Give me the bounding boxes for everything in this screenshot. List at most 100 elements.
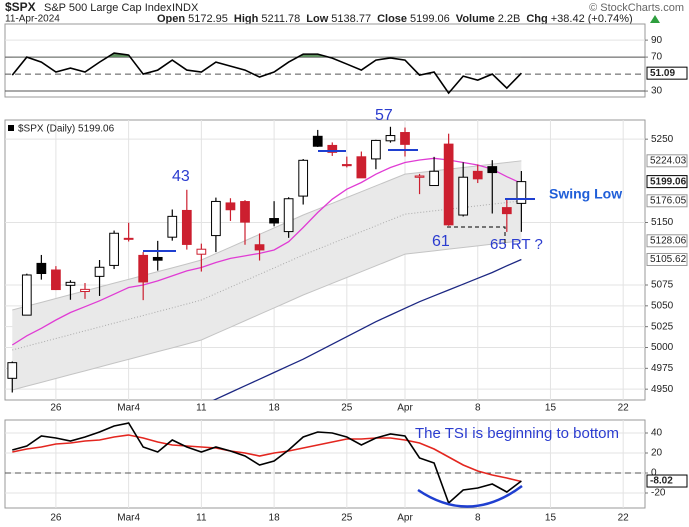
legend-text: $SPX (Daily) 5199.06 (18, 124, 115, 135)
y-tick-label: 30 (651, 86, 663, 97)
x-tick-label: 18 (269, 513, 281, 524)
stat-value: 5138.77 (331, 13, 371, 25)
candle-body (269, 218, 279, 224)
candle-body (429, 170, 439, 187)
value-box (646, 175, 688, 189)
value-box-label: 5199.06 (650, 176, 687, 187)
stat-label: Close (377, 13, 407, 25)
dashed-guide (447, 226, 506, 245)
candle-body (7, 362, 18, 379)
candle-body (123, 237, 134, 240)
y-tick-label: -20 (651, 488, 666, 499)
candle-body (487, 166, 498, 174)
candle-body (167, 215, 178, 238)
candle-body (472, 170, 483, 180)
candle-body (458, 176, 469, 216)
stats: Open 5172.95 High 5211.78 Low 5138.77 Close 519… (157, 13, 633, 25)
stat-label: Low (306, 13, 328, 25)
y-tick-label: 4975 (651, 363, 674, 374)
stat-label: High (234, 13, 259, 25)
candle-body (341, 164, 352, 167)
stat-value: 5172.95 (188, 13, 228, 25)
value-box-label: -8.02 (650, 476, 673, 487)
legend-swatch (8, 125, 14, 131)
candle-body (312, 135, 323, 147)
candle-body (283, 198, 294, 233)
moving-average (11, 157, 522, 346)
stat-label: Volume (456, 13, 495, 25)
annotations: 43 57 61 65 RT ? Swing Low The TSI is be… (143, 107, 622, 508)
x-tick-label: 18 (269, 403, 281, 414)
candle-body (181, 209, 192, 245)
y-tick-label: 5025 (651, 321, 674, 332)
x-tick-label: 26 (50, 403, 62, 414)
value-box-label: 5176.05 (650, 195, 687, 206)
annotation: 43 (172, 168, 190, 185)
value-box (646, 252, 688, 266)
stat-value: +38.42 (+0.74%) (551, 13, 633, 25)
x-tick-label: 25 (341, 513, 353, 524)
overbought-area (12, 53, 522, 58)
plot-area (5, 120, 645, 400)
value-box-label: 51.09 (650, 68, 675, 79)
annotation: 57 (375, 107, 393, 124)
candle-body (80, 288, 90, 293)
candle-body (109, 232, 119, 266)
candle-body (36, 262, 47, 274)
annotation: 61 (432, 233, 450, 250)
date: 11-Apr-2024 (5, 14, 60, 25)
candle-body (298, 159, 309, 197)
header: $SPX S&P 500 Large Cap Index INDX © Stoc… (5, 0, 684, 25)
candle-body (211, 200, 221, 237)
x-tick-label: 22 (618, 403, 630, 414)
candle-body (516, 181, 527, 204)
symbol: $SPX (5, 0, 36, 14)
annotation: Swing Low (549, 186, 622, 202)
annotation: The TSI is beginning to bottom (415, 425, 619, 442)
exchange: INDX (172, 2, 199, 14)
candle-body (501, 207, 512, 215)
candle-body (152, 256, 163, 261)
candle-body (94, 266, 105, 277)
legend: $SPX (Daily) 5199.06 (8, 124, 115, 135)
value-box-label: 5128.06 (650, 235, 687, 246)
candle-body (356, 156, 367, 179)
x-tick-label: 26 (50, 513, 62, 524)
index-name: S&P 500 Large Cap Index (44, 2, 172, 14)
x-tick-label: 22 (618, 513, 630, 524)
candle-body (371, 139, 381, 160)
candle-body (400, 132, 410, 145)
y-tick-label: 0 (651, 468, 657, 479)
value-box-label: 5224.03 (650, 155, 687, 166)
annotation: 65 RT ? (490, 236, 543, 253)
y-tick-label: 90 (651, 35, 663, 46)
x-tick-label: Mar4 (117, 403, 140, 414)
y-tick-label: 40 (651, 428, 663, 439)
x-tick-label: 15 (545, 513, 557, 524)
y-tick-label: 5075 (651, 280, 674, 291)
band-upper (12, 160, 522, 311)
candle-body (443, 143, 454, 226)
value-box (646, 154, 688, 168)
plot-area (5, 39, 645, 95)
value-box-label: 5105.62 (650, 254, 687, 265)
candle-body (138, 254, 149, 283)
candle-body (240, 201, 250, 223)
stat-label: Chg (526, 13, 547, 25)
plot-area (5, 420, 645, 508)
candle-body (51, 269, 61, 291)
band-lower (12, 240, 522, 391)
value-box (646, 66, 688, 80)
x-tick-label: 11 (196, 403, 207, 414)
value-box (646, 234, 688, 248)
series-line (11, 52, 522, 95)
candle-body (65, 281, 76, 286)
y-tick-label: 5050 (651, 300, 674, 311)
change-arrow (650, 15, 660, 23)
source: © StockCharts.com (589, 2, 684, 14)
series-line (12, 422, 522, 505)
stat-label: Open (157, 13, 185, 25)
stat-value: 2.2B (498, 13, 521, 25)
y-tick-label: 5250 (651, 134, 674, 145)
